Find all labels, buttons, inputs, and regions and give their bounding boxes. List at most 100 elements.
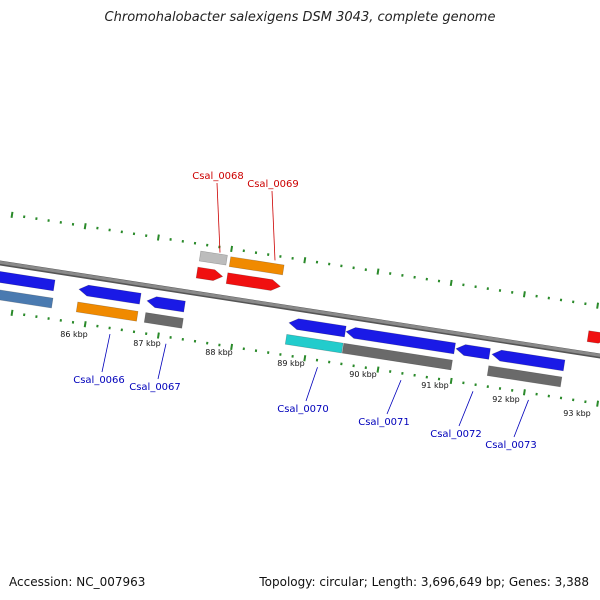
minor-tick bbox=[291, 256, 294, 260]
minor-tick bbox=[328, 360, 331, 364]
gene-label: Csal_0069 bbox=[247, 179, 299, 190]
major-tick bbox=[376, 268, 380, 275]
minor-tick bbox=[169, 336, 172, 339]
minor-tick bbox=[328, 262, 331, 266]
minor-tick bbox=[132, 232, 136, 236]
label-leader bbox=[386, 380, 402, 415]
gene-label: Csal_0066 bbox=[73, 375, 125, 386]
gene-label: Csal_0068 bbox=[192, 171, 244, 182]
major-tick bbox=[10, 309, 14, 316]
gene-feature bbox=[195, 266, 224, 281]
backbone-line bbox=[0, 260, 600, 357]
minor-tick bbox=[437, 279, 441, 283]
gene-features bbox=[0, 250, 600, 388]
gene-label: Csal_0073 bbox=[485, 440, 537, 451]
minor-tick bbox=[425, 277, 428, 281]
minor-tick bbox=[584, 400, 587, 404]
minor-tick bbox=[23, 215, 26, 219]
major-tick bbox=[522, 389, 526, 396]
minor-tick bbox=[547, 394, 550, 398]
minor-tick bbox=[206, 243, 209, 247]
minor-tick bbox=[181, 239, 184, 243]
minor-tick bbox=[145, 234, 148, 238]
major-tick bbox=[83, 223, 87, 230]
minor-tick bbox=[145, 332, 148, 336]
minor-tick bbox=[35, 315, 38, 319]
minor-tick bbox=[59, 221, 62, 224]
minor-tick bbox=[96, 324, 99, 328]
minor-tick bbox=[559, 396, 563, 400]
map-title: Chromohalobacter salexigens DSM 3043, co… bbox=[104, 10, 496, 25]
minor-tick bbox=[584, 302, 587, 306]
major-tick bbox=[596, 400, 600, 407]
minor-tick bbox=[559, 298, 563, 302]
minor-tick bbox=[181, 337, 184, 341]
minor-tick bbox=[315, 358, 319, 362]
minor-tick bbox=[218, 343, 221, 347]
major-tick bbox=[83, 321, 87, 328]
minor-tick bbox=[254, 349, 258, 353]
gene-feature bbox=[455, 344, 491, 360]
minor-tick bbox=[401, 273, 404, 277]
scale-label: 90 kbp bbox=[349, 370, 377, 379]
gene-feature bbox=[146, 296, 186, 313]
minor-tick bbox=[511, 291, 514, 294]
gene-feature bbox=[284, 334, 344, 354]
gene-feature bbox=[586, 330, 600, 344]
minor-tick bbox=[254, 251, 258, 255]
minor-tick bbox=[352, 266, 355, 270]
minor-tick bbox=[71, 222, 75, 226]
minor-tick bbox=[267, 351, 270, 354]
major-tick bbox=[449, 377, 453, 385]
minor-tick bbox=[535, 392, 538, 396]
scale-label: 87 kbp bbox=[133, 339, 161, 348]
forward-tick-track bbox=[10, 211, 600, 309]
label-leader bbox=[458, 391, 474, 427]
minor-tick bbox=[425, 375, 428, 379]
gene-feature bbox=[78, 284, 142, 305]
minor-tick bbox=[364, 268, 367, 272]
accession-text: Accession: NC_007963 bbox=[9, 575, 146, 589]
minor-tick bbox=[96, 226, 99, 230]
minor-tick bbox=[352, 364, 355, 368]
minor-tick bbox=[364, 366, 367, 370]
label-leaders bbox=[101, 182, 529, 438]
minor-tick bbox=[193, 241, 197, 245]
minor-tick bbox=[108, 228, 111, 232]
major-tick bbox=[230, 245, 234, 253]
gene-feature bbox=[0, 288, 54, 309]
minor-tick bbox=[437, 377, 441, 381]
minor-tick bbox=[132, 330, 136, 334]
minor-tick bbox=[315, 260, 319, 264]
major-tick bbox=[230, 343, 234, 351]
minor-tick bbox=[206, 341, 209, 345]
minor-tick bbox=[547, 296, 550, 300]
scale-label: 88 kbp bbox=[205, 348, 233, 357]
minor-tick bbox=[389, 370, 392, 373]
major-tick bbox=[303, 257, 307, 264]
gene-feature bbox=[143, 312, 184, 329]
label-leader bbox=[216, 182, 221, 253]
minor-tick bbox=[474, 383, 477, 387]
major-tick bbox=[449, 279, 453, 287]
minor-tick bbox=[498, 289, 502, 292]
gene-label: Csal_0072 bbox=[430, 429, 482, 440]
gene-feature bbox=[345, 327, 456, 355]
gene-feature bbox=[198, 250, 228, 266]
minor-tick bbox=[279, 353, 282, 356]
minor-tick bbox=[23, 313, 26, 317]
minor-tick bbox=[474, 285, 477, 289]
gene-feature bbox=[75, 301, 139, 322]
scale-label: 93 kbp bbox=[563, 409, 591, 418]
minor-tick bbox=[401, 371, 404, 375]
minor-tick bbox=[498, 387, 502, 390]
minor-tick bbox=[242, 249, 245, 253]
major-tick bbox=[10, 211, 14, 218]
major-tick bbox=[376, 366, 380, 373]
gene-feature bbox=[0, 271, 56, 292]
gene-label: Csal_0070 bbox=[277, 404, 329, 415]
minor-tick bbox=[35, 217, 38, 221]
minor-tick bbox=[120, 230, 123, 234]
label-leader bbox=[101, 333, 111, 373]
